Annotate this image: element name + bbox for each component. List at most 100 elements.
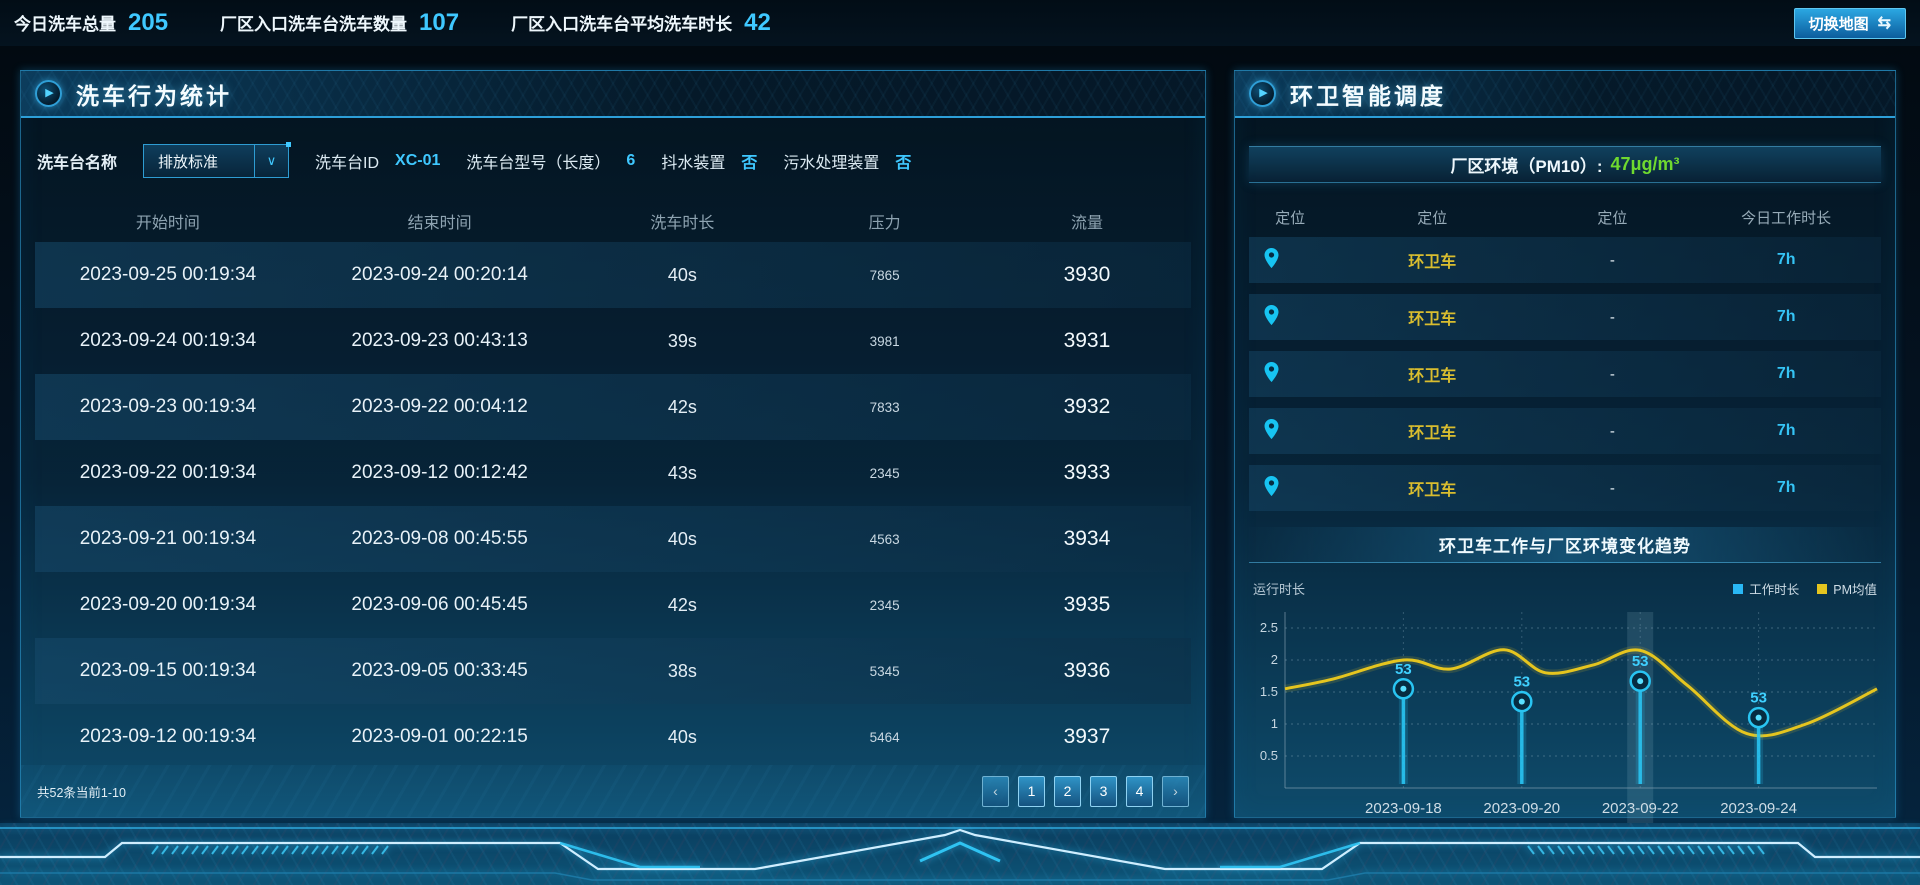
table-row: 2023-09-21 00:19:34 2023-09-08 00:45:55 40… [35, 506, 1191, 572]
filter-shake-device: 抖水装置 否 [661, 149, 757, 173]
wash-table-header: 开始时间 结束时间 洗车时长 压力 流量 [35, 200, 1191, 242]
table-cell: 3934 [1063, 527, 1111, 550]
vehicle-name: 环卫车 [1408, 311, 1457, 328]
table-row: 2023-09-23 00:19:34 2023-09-22 00:04:12 42… [35, 374, 1191, 440]
svg-text:2023-09-22: 2023-09-22 [1602, 800, 1679, 817]
location-pin-icon[interactable] [1261, 417, 1282, 441]
legend-label: PM均值 [1833, 583, 1877, 597]
table-cell: 3935 [1063, 593, 1111, 616]
wash-table-body: 2023-09-25 00:19:34 2023-09-24 00:20:14 40… [35, 242, 1191, 770]
page-prev-button[interactable]: ‹ [982, 775, 1009, 807]
chart-legend: 工作时长 PM均值 [1733, 579, 1877, 598]
footer-tech-lines [0, 827, 1920, 881]
filter-value: 否 [895, 155, 912, 172]
table-cell: 3937 [1063, 725, 1111, 748]
table-row: 2023-09-22 00:19:34 2023-09-12 00:12:42 43… [35, 440, 1191, 506]
vehicle-cell [1249, 474, 1331, 503]
svg-text:1.5: 1.5 [1260, 684, 1278, 699]
vehicle-name: 环卫车 [1408, 482, 1457, 499]
stat-avg-duration: 厂区入口洗车台平均洗车时长 42 [511, 9, 771, 37]
pm10-banner: 厂区环境（PM10）: 47μg/m³ [1249, 146, 1881, 183]
stat-value: 205 [128, 9, 169, 36]
footer-decoration [0, 823, 1920, 885]
table-cell: 2023-09-22 00:19:34 [79, 462, 257, 483]
stat-total-washes: 今日洗车总量 205 [14, 9, 168, 37]
location-pin-icon[interactable] [1261, 246, 1282, 270]
play-icon: ▶ [35, 80, 62, 107]
stat-label: 今日洗车总量 [14, 15, 116, 34]
select-value: 排放标准 [158, 153, 219, 171]
table-row: 2023-09-24 00:19:34 2023-09-23 00:43:13 39… [35, 308, 1191, 374]
table-cell: 38s [667, 660, 697, 681]
table-cell: 39s [667, 330, 697, 351]
column-header: 压力 [868, 215, 901, 232]
vehicle-hours: 7h [1776, 422, 1796, 439]
table-cell: 42s [667, 396, 697, 417]
pm10-value: 47μg/m³ [1610, 154, 1680, 174]
svg-text:2.5: 2.5 [1260, 620, 1278, 635]
table-row: 2023-09-12 00:19:34 2023-09-01 00:22:15 40… [35, 704, 1191, 770]
svg-text:53: 53 [1513, 674, 1530, 691]
table-cell: 2023-09-23 00:43:13 [351, 330, 528, 351]
table-cell: 2023-09-25 00:19:34 [79, 264, 257, 285]
table-cell: 2023-09-12 00:12:42 [351, 462, 528, 483]
trend-chart: 0.5 1 1.5 2 2.5 2023-09-18 2023-09-20 2023-09-2… [1241, 600, 1889, 885]
vehicle-hours: 7h [1776, 308, 1796, 325]
vehicle-dash: - [1609, 365, 1615, 383]
wash-table: 开始时间 结束时间 洗车时长 压力 流量 2023-09-25 00:19:34 2023… [35, 200, 1191, 770]
page-number-button[interactable]: 3 [1090, 775, 1117, 807]
vehicle-dash: - [1609, 422, 1615, 440]
vehicle-dash: - [1609, 479, 1615, 497]
svg-text:53: 53 [1750, 690, 1767, 707]
table-row: 2023-09-20 00:19:34 2023-09-06 00:45:45 42… [35, 572, 1191, 638]
filter-value: 6 [626, 152, 636, 169]
table-cell: 2023-09-20 00:19:34 [79, 594, 257, 615]
trend-title: 环卫车工作与厂区环境变化趋势 [1439, 537, 1691, 556]
vehicle-row: 环卫车 - 7h [1249, 294, 1881, 340]
vehicle-hours: 7h [1776, 479, 1796, 496]
legend-item: PM均值 [1817, 579, 1877, 598]
vehicle-name: 环卫车 [1408, 254, 1457, 271]
table-cell: 2023-09-12 00:19:34 [79, 726, 257, 747]
table-cell: 2023-09-15 00:19:34 [79, 660, 257, 681]
column-header: 定位 [1597, 209, 1628, 227]
svg-text:2023-09-20: 2023-09-20 [1483, 800, 1560, 817]
location-pin-icon[interactable] [1261, 360, 1282, 384]
vehicle-row: 环卫车 - 7h [1249, 351, 1881, 397]
chevron-down-icon[interactable]: ∨ [254, 145, 288, 177]
stat-label: 厂区入口洗车台洗车数量 [220, 15, 408, 34]
station-name-select[interactable]: 排放标准 ∨ [143, 142, 292, 178]
vehicle-row: 环卫车 - 7h [1249, 465, 1881, 511]
switch-map-button[interactable]: 切换地图 ⇆ [1793, 7, 1906, 39]
page-number-button[interactable]: 4 [1126, 775, 1153, 807]
table-cell: 2345 [869, 465, 900, 481]
filter-sewage-device: 污水处理装置 否 [783, 149, 911, 173]
vehicle-table-header: 定位 定位 定位 今日工作时长 [1249, 197, 1881, 237]
table-cell: 2023-09-23 00:19:34 [79, 396, 257, 417]
filter-label: 洗车台型号（长度） [466, 155, 611, 172]
column-header: 流量 [1070, 215, 1103, 232]
swap-arrows-icon: ⇆ [1877, 15, 1891, 32]
page-number-button[interactable]: 2 [1054, 775, 1081, 807]
trend-title-banner: 环卫车工作与厂区环境变化趋势 [1249, 527, 1881, 563]
filter-bar: 洗车台名称 排放标准 ∨ 洗车台ID XC-01 洗车台型号（长度） 6 抖水装… [21, 118, 1205, 178]
vehicle-dash: - [1609, 308, 1615, 326]
filter-station-id: 洗车台ID XC-01 [315, 149, 440, 173]
page-next-button[interactable]: › [1162, 775, 1189, 807]
legend-swatch [1733, 583, 1744, 594]
svg-text:53: 53 [1632, 653, 1649, 670]
table-cell: 2023-09-24 00:19:34 [79, 330, 257, 351]
vehicle-cell [1249, 417, 1331, 446]
location-pin-icon[interactable] [1261, 303, 1282, 327]
vehicle-name: 环卫车 [1408, 368, 1457, 385]
stat-label: 厂区入口洗车台平均洗车时长 [511, 15, 733, 34]
filter-station-model: 洗车台型号（长度） 6 [466, 149, 635, 173]
vehicle-cell [1249, 246, 1331, 275]
table-cell: 2023-09-21 00:19:34 [79, 528, 257, 549]
chart-meta-row: 运行时长 工作时长 PM均值 [1253, 579, 1877, 598]
location-pin-icon[interactable] [1261, 474, 1282, 498]
legend-swatch [1817, 583, 1828, 594]
table-cell: 40s [667, 726, 697, 747]
legend-label: 工作时长 [1749, 583, 1800, 597]
page-number-button[interactable]: 1 [1018, 775, 1045, 807]
